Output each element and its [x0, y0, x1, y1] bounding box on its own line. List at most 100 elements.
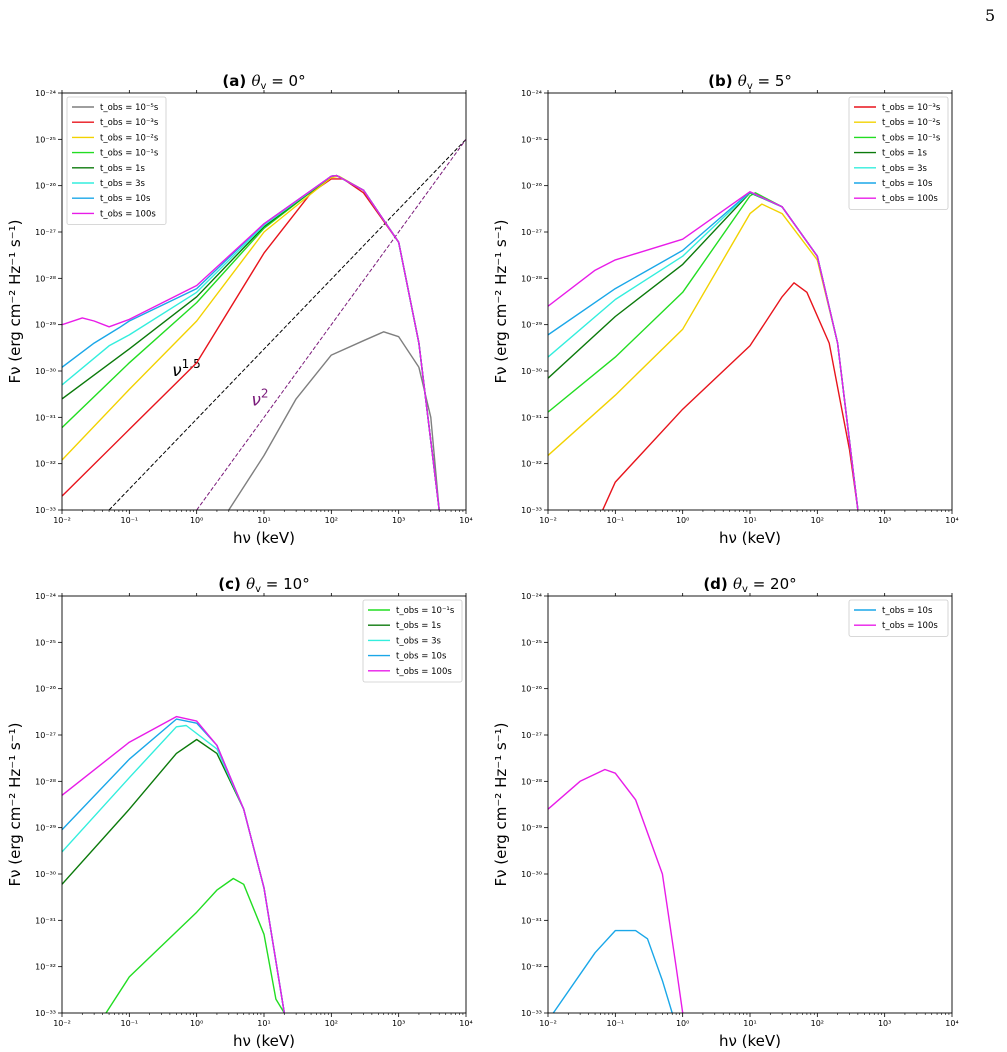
- x-tick-label: 10¹: [257, 516, 270, 525]
- y-tick-label: 10⁻²⁴: [521, 89, 542, 98]
- y-tick-label: 10⁻³¹: [35, 916, 56, 925]
- panel-d: (d) θv = 20° 10⁻² 10⁻¹ 10⁰ 10¹ 10² 10³ 10⁴ 10⁻³³…: [492, 575, 959, 1050]
- legend: t_obs = 10⁻³s t_obs = 10⁻²s t_obs = 10⁻¹s t…: [848, 96, 949, 210]
- series-line: [105, 877, 285, 1013]
- legend-entry: t_obs = 100s: [882, 621, 938, 631]
- legend-entry: t_obs = 10⁻³s: [100, 118, 159, 128]
- reference-line-label: ν2: [251, 387, 268, 411]
- series-line: [548, 191, 859, 510]
- y-tick-label: 10⁻²⁶: [35, 685, 56, 694]
- x-tick-label: 10¹: [257, 1019, 270, 1028]
- plot-frame: [547, 595, 953, 1014]
- legend-entry: t_obs = 10s: [882, 179, 933, 189]
- panel-c: (c) θv = 10° 10⁻² 10⁻¹ 10⁰ 10¹ 10² 10³ 10⁴ 10⁻³³…: [6, 575, 473, 1050]
- legend-entry: t_obs = 10⁻²s: [100, 133, 159, 143]
- y-tick-label: 10⁻²⁸: [521, 777, 542, 786]
- legend-entry: t_obs = 10s: [882, 606, 933, 616]
- panel-title: (c) θv = 10°: [218, 575, 309, 595]
- legend-entry: t_obs = 3s: [396, 636, 442, 646]
- x-tick-label: 10¹: [743, 516, 756, 525]
- series-line: [62, 738, 285, 1013]
- x-tick-label: 10⁻¹: [121, 1019, 139, 1028]
- series-line: [548, 192, 859, 510]
- x-tick-label: 10⁻²: [53, 1019, 71, 1028]
- series-line: [548, 192, 859, 510]
- series-line: [62, 178, 440, 510]
- x-tick-label: 10⁴: [459, 516, 472, 525]
- y-axis-label: Fν (erg cm⁻² Hz⁻¹ s⁻¹): [6, 722, 24, 886]
- y-tick-label: 10⁻²⁴: [521, 592, 542, 601]
- series-line: [62, 174, 440, 510]
- y-tick-label: 10⁻³²: [521, 460, 542, 469]
- y-tick-label: 10⁻²⁹: [521, 321, 542, 330]
- y-tick-label: 10⁻³²: [35, 963, 56, 972]
- y-tick-label: 10⁻³³: [35, 1009, 56, 1018]
- y-tick-label: 10⁻²⁷: [521, 228, 542, 237]
- y-tick-label: 10⁻³³: [35, 506, 56, 515]
- panel-a: (a) θv = 0° 10⁻² 10⁻¹ 10⁰ 10¹ 10² 10³ 10⁴ 10⁻³³ 1…: [6, 72, 473, 547]
- legend-box: [66, 96, 167, 225]
- y-tick-label: 10⁻²⁸: [521, 274, 542, 283]
- y-tick-label: 10⁻³²: [35, 460, 56, 469]
- page-number: 5: [985, 6, 996, 25]
- series-line: [548, 190, 859, 510]
- reference-line-1: [108, 138, 466, 510]
- legend-entry: t_obs = 1s: [100, 164, 146, 174]
- x-tick-label: 10⁻²: [539, 1019, 557, 1028]
- x-tick-label: 10⁻²: [53, 516, 71, 525]
- y-axis-label: Fν (erg cm⁻² Hz⁻¹ s⁻¹): [6, 219, 24, 383]
- y-tick-label: 10⁻²⁹: [35, 321, 56, 330]
- y-tick-label: 10⁻³⁰: [521, 870, 542, 879]
- legend-box: [848, 599, 949, 637]
- series-line: [62, 174, 440, 510]
- y-tick-label: 10⁻²⁶: [35, 182, 56, 191]
- legend-entry: t_obs = 3s: [882, 164, 928, 174]
- legend: t_obs = 10⁻¹s t_obs = 1s t_obs = 3s t_obs =…: [362, 599, 463, 683]
- series-line: [62, 174, 440, 510]
- plot-frame: [61, 595, 467, 1014]
- legend-entry: t_obs = 10⁻¹s: [396, 606, 455, 616]
- y-tick-label: 10⁻²⁶: [521, 182, 542, 191]
- legend-entry: t_obs = 10s: [100, 194, 151, 204]
- y-tick-label: 10⁻³¹: [35, 413, 56, 422]
- y-tick-label: 10⁻²⁹: [521, 824, 542, 833]
- plot-frame: [547, 92, 953, 511]
- y-tick-label: 10⁻³³: [521, 1009, 542, 1018]
- y-tick-label: 10⁻³⁰: [35, 367, 56, 376]
- legend-entry: t_obs = 1s: [396, 621, 442, 631]
- x-tick-label: 10³: [878, 516, 891, 525]
- x-tick-label: 10²: [811, 1019, 824, 1028]
- legend-entry: t_obs = 3s: [100, 179, 146, 189]
- series-line: [602, 282, 859, 510]
- legend: t_obs = 10s t_obs = 100s: [848, 599, 949, 637]
- panel-title: (b) θv = 5°: [708, 72, 792, 92]
- x-tick-label: 10⁰: [676, 1019, 689, 1028]
- legend-box: [848, 96, 949, 210]
- x-tick-label: 10⁴: [459, 1019, 472, 1028]
- legend-entry: t_obs = 10⁻¹s: [100, 149, 159, 159]
- y-tick-label: 10⁻²⁵: [35, 638, 56, 647]
- panel-b: (b) θv = 5° 10⁻² 10⁻¹ 10⁰ 10¹ 10² 10³ 10⁴ 10⁻³³ 1…: [492, 72, 959, 547]
- series-line: [62, 718, 285, 1013]
- x-tick-label: 10³: [878, 1019, 891, 1028]
- series-line: [62, 715, 285, 1013]
- y-tick-label: 10⁻²⁴: [35, 592, 56, 601]
- series-line: [62, 174, 440, 510]
- x-tick-label: 10⁻²: [539, 516, 557, 525]
- x-tick-label: 10⁰: [676, 516, 689, 525]
- y-tick-label: 10⁻²⁸: [35, 274, 56, 283]
- y-tick-label: 10⁻³¹: [521, 413, 542, 422]
- series-line: [548, 768, 684, 1013]
- y-tick-label: 10⁻³¹: [521, 916, 542, 925]
- legend-entry: t_obs = 1s: [882, 149, 928, 159]
- legend-entry: t_obs = 10⁻³s: [882, 103, 941, 113]
- x-axis-label: hν (keV): [233, 529, 295, 547]
- x-tick-label: 10²: [325, 516, 338, 525]
- legend-box: [362, 599, 463, 683]
- x-tick-label: 10⁻¹: [607, 1019, 625, 1028]
- x-tick-label: 10⁻¹: [121, 516, 139, 525]
- x-tick-label: 10⁰: [190, 516, 203, 525]
- legend-entry: t_obs = 100s: [100, 209, 156, 219]
- y-tick-label: 10⁻²⁹: [35, 824, 56, 833]
